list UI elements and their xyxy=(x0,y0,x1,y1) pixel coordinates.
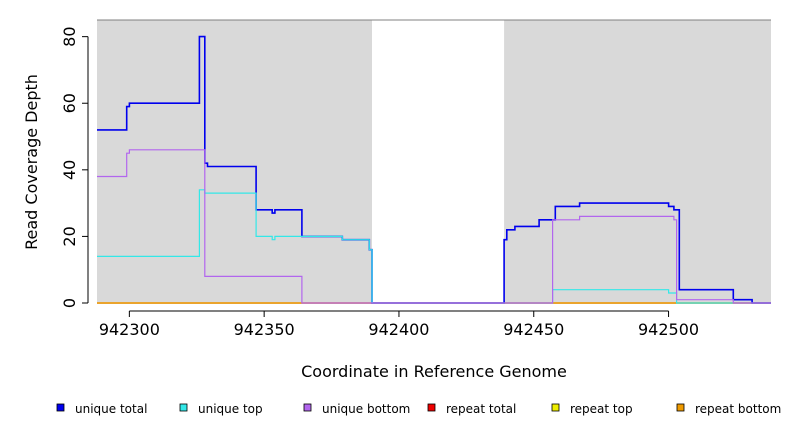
x-tick-label: 942500 xyxy=(638,320,699,339)
legend-swatch xyxy=(56,403,65,412)
legend: unique total unique top unique bottom repea… xyxy=(56,402,781,416)
legend-swatch xyxy=(179,403,188,412)
y-tick-label: 40 xyxy=(60,160,79,180)
legend-swatch xyxy=(303,403,312,412)
x-tick-label: 942400 xyxy=(368,320,429,339)
x-tick-label: 942350 xyxy=(234,320,295,339)
legend-label: repeat bottom xyxy=(695,402,781,416)
x-tick-label: 942300 xyxy=(99,320,160,339)
legend-item: repeat bottom xyxy=(676,402,781,416)
series-line-unique-bottom xyxy=(97,149,771,304)
legend-item: unique top xyxy=(179,402,263,416)
x-tick-label: 942450 xyxy=(503,320,564,339)
y-tick-label: 60 xyxy=(60,93,79,113)
y-axis: 0 20 40 60 80 xyxy=(60,26,89,308)
x-axis-title: Coordinate in Reference Genome xyxy=(301,362,567,381)
uncovered-region-layer xyxy=(371,20,505,304)
legend-label: unique top xyxy=(198,402,263,416)
y-tick-label: 20 xyxy=(60,226,79,246)
y-tick-label: 0 xyxy=(60,298,79,308)
uncovered-region xyxy=(371,20,505,304)
y-axis-title: Read Coverage Depth xyxy=(22,74,41,250)
legend-item: unique total xyxy=(56,402,147,416)
legend-label: repeat total xyxy=(446,402,516,416)
legend-item: unique bottom xyxy=(303,402,410,416)
y-tick-label: 80 xyxy=(60,26,79,46)
legend-label: repeat top xyxy=(570,402,633,416)
legend-item: repeat total xyxy=(427,402,516,416)
series-layer xyxy=(97,35,771,304)
legend-item: repeat top xyxy=(551,402,633,416)
x-axis: 942300 942350 942400 942450 942500 xyxy=(99,310,699,339)
legend-label: unique total xyxy=(75,402,147,416)
legend-swatch xyxy=(676,403,685,412)
legend-swatch xyxy=(551,403,560,412)
legend-swatch xyxy=(427,403,436,412)
legend-label: unique bottom xyxy=(322,402,410,416)
